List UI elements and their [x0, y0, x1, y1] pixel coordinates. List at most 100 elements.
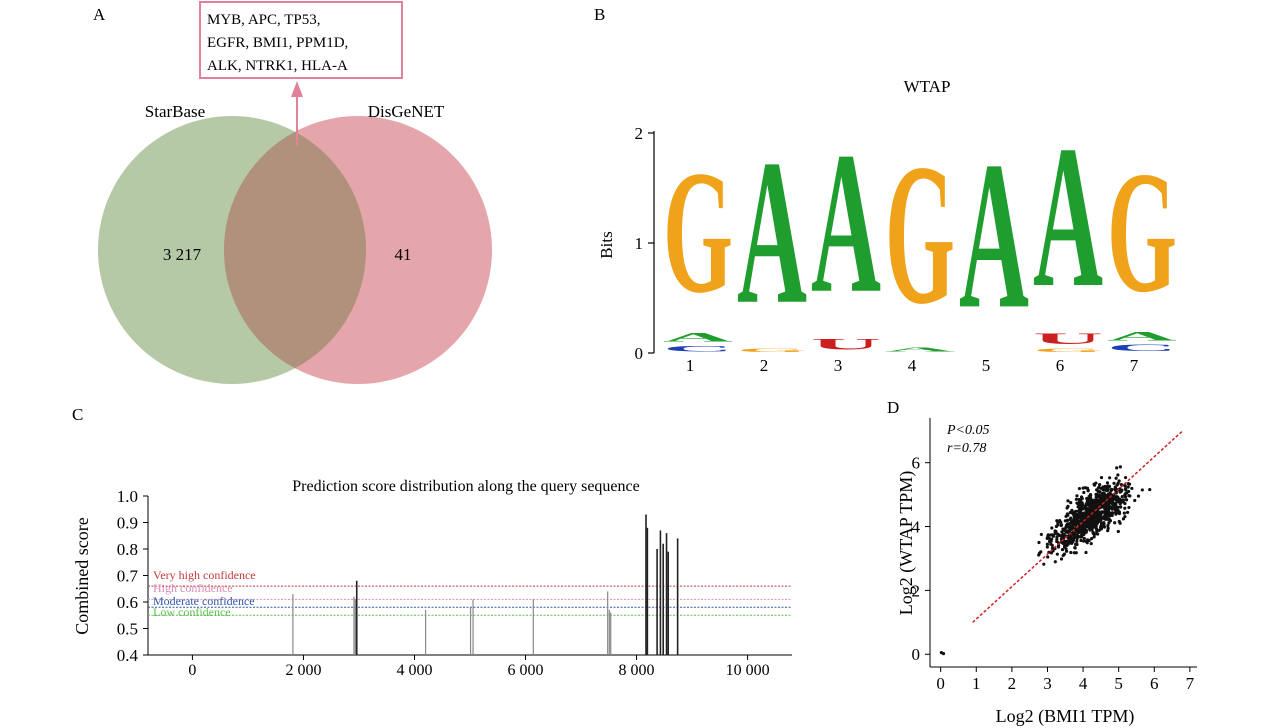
scatter-points: [939, 465, 1152, 656]
scatter-point: [1065, 506, 1069, 510]
scatter-point: [1092, 535, 1096, 539]
scatter-point: [1114, 488, 1118, 493]
scatter-point: [1123, 515, 1127, 519]
scatter-point: [1078, 498, 1082, 503]
scatter-point: [1123, 475, 1128, 480]
scatter-point: [1049, 551, 1054, 555]
score-x-ticks: 0 2 000 4 000 6 000 8 000 10 000: [188, 655, 770, 679]
scatter-y-tick-label: 6: [912, 454, 921, 473]
logo-letter-G: G: [663, 135, 733, 330]
scatter-point: [1103, 506, 1107, 510]
scatter-point: [1106, 514, 1110, 518]
scatter-y-ticks: 0 2 4 6: [912, 454, 930, 664]
scatter-point: [1116, 529, 1120, 534]
svg-text:A: A: [737, 117, 807, 348]
scatter-point: [1080, 502, 1084, 507]
scatter-point: [1096, 486, 1101, 490]
scatter-point: [1116, 481, 1120, 485]
scatter-point: [1123, 506, 1127, 510]
scatter-point: [1106, 529, 1110, 533]
score-y-tick-label: 0.8: [117, 540, 138, 559]
score-x-tick-label: 8 000: [619, 662, 655, 679]
svg-text:C: C: [1107, 343, 1177, 353]
venn-label-disgenet: DisGeNET: [368, 102, 445, 121]
svg-text:A: A: [811, 111, 881, 336]
svg-text:G: G: [663, 135, 733, 330]
scatter-x-tick-label: 3: [1043, 674, 1052, 693]
scatter-point: [1074, 509, 1078, 513]
scatter-point: [1054, 524, 1059, 529]
scatter-point: [1069, 550, 1073, 555]
scatter-point: [1079, 512, 1083, 516]
scatter-panel: D 0 1 2 3 4 5 6 7 0 2 4 6 P<0.05 r=0.78 Log2 (BMI1…: [887, 398, 1197, 727]
scatter-point: [1109, 488, 1113, 492]
score-y-tick-label: 0.5: [117, 620, 138, 639]
scatter-point: [1114, 510, 1118, 514]
scatter-point: [1053, 529, 1057, 533]
intersection-genes-line-2: EGFR, BMI1, PPM1D,: [207, 35, 348, 51]
scatter-point: [1105, 516, 1109, 520]
scatter-point: [1068, 541, 1072, 545]
scatter-point: [1112, 481, 1116, 485]
logo-x-tick-label: 7: [1130, 356, 1139, 375]
scatter-point: [1075, 494, 1079, 498]
svg-text:G: G: [1107, 136, 1177, 330]
scatter-point: [1084, 502, 1088, 506]
scatter-point: [1087, 510, 1091, 514]
scatter-point: [1060, 548, 1065, 552]
logo-letter-G: G: [885, 122, 955, 346]
scatter-point: [1086, 538, 1090, 542]
scatter-point: [1069, 524, 1073, 528]
scatter-point: [1108, 514, 1112, 518]
score-panel: C Prediction score distribution along th…: [72, 405, 792, 679]
scatter-x-tick-label: 1: [972, 674, 981, 693]
scatter-point: [1053, 531, 1057, 535]
intersection-genes-line-1: MYB, APC, TP53,: [207, 12, 321, 28]
scatter-point: [1084, 550, 1088, 555]
scatter-point: [1053, 560, 1057, 564]
scatter-point: [1039, 550, 1043, 554]
scatter-point: [1046, 533, 1050, 537]
score-y-axis-label: Combined score: [72, 517, 92, 634]
threshold-label: Very high confidence: [153, 568, 256, 582]
scatter-point: [1133, 498, 1137, 503]
scatter-point: [1055, 552, 1059, 556]
scatter-point: [1124, 488, 1128, 492]
logo-letter-A: A: [1107, 329, 1177, 343]
scatter-point: [1077, 486, 1082, 491]
scatter-point: [941, 651, 946, 656]
scatter-point: [1136, 494, 1141, 498]
scatter-point: [1117, 519, 1121, 524]
scatter-point: [1118, 490, 1122, 494]
scatter-point: [1070, 508, 1074, 512]
scatter-point: [1059, 523, 1063, 528]
scatter-point: [1113, 521, 1117, 525]
scatter-point: [1115, 507, 1119, 511]
scatter-point: [1084, 530, 1088, 534]
scatter-point: [1073, 545, 1077, 550]
scatter-y-axis-label: Log2 (WTAP TPM): [896, 471, 917, 616]
scatter-point: [1106, 507, 1110, 512]
scatter-point: [1098, 526, 1103, 530]
scatter-point: [1068, 527, 1072, 532]
logo-y-tick-label: 2: [635, 124, 644, 143]
logo-y-tick-label: 1: [635, 234, 644, 253]
scatter-point: [1096, 489, 1100, 493]
scatter-point: [1050, 546, 1055, 551]
logo-x-tick-label: 2: [760, 356, 769, 375]
threshold-label: Low confidence: [153, 605, 231, 619]
scatter-point: [1102, 514, 1107, 519]
logo-letter-A: A: [1033, 104, 1103, 330]
scatter-point: [1087, 500, 1091, 505]
logo-x-tick-label: 3: [834, 356, 843, 375]
scatter-point: [1068, 521, 1072, 525]
scatter-point: [1055, 535, 1059, 539]
logo-title: WTAP: [904, 77, 951, 96]
scatter-point: [1127, 505, 1131, 510]
scatter-point: [1050, 537, 1054, 541]
logo-letter-A: A: [959, 117, 1029, 352]
scatter-point: [1062, 552, 1067, 556]
scatter-point: [1037, 540, 1041, 545]
logo-letter-G: G: [1033, 347, 1103, 353]
scatter-point: [1094, 527, 1099, 531]
